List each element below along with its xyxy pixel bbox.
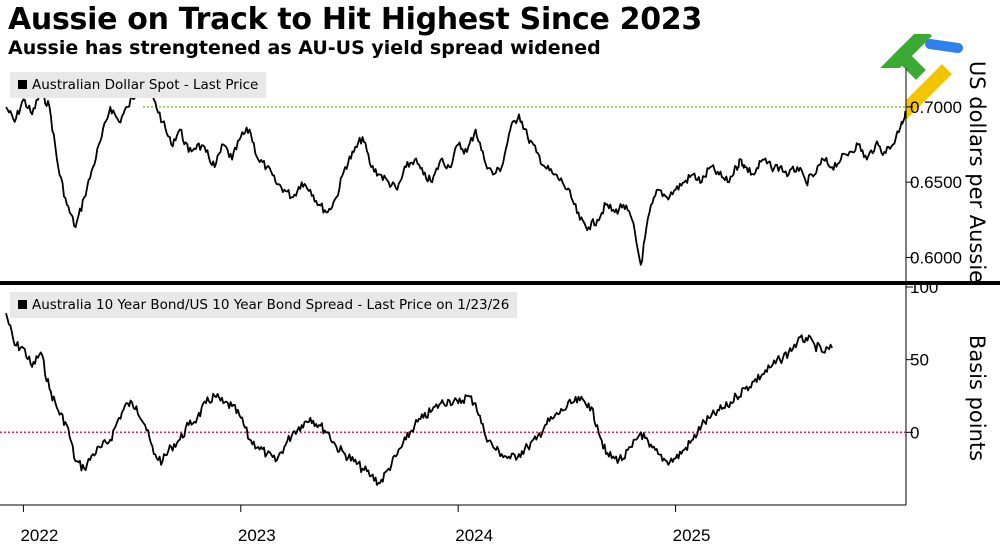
y-axis-label-bottom: Basis points [965, 335, 989, 461]
x-tick-label: 2024 [455, 526, 493, 545]
aud-spot-series-line [5, 83, 907, 266]
y-top-tick-label: 0.6000 [910, 248, 962, 267]
y-top-tick-label: 0.7000 [910, 98, 962, 117]
x-tick-label: 2025 [673, 526, 711, 545]
legend-swatch-bottom [18, 300, 27, 309]
top-panel [0, 68, 906, 282]
legend-top: Australian Dollar Spot - Last Price [10, 72, 267, 98]
y-bottom-tick-label: 50 [910, 351, 929, 370]
chart-title: Aussie on Track to Hit Highest Since 202… [8, 2, 702, 37]
legend-swatch-top [18, 80, 27, 89]
chart-subtitle: Aussie has strengtened as AU-US yield sp… [8, 37, 601, 59]
legend-bottom: Australia 10 Year Bond/US 10 Year Bond S… [10, 292, 518, 318]
legend-label-bottom: Australia 10 Year Bond/US 10 Year Bond S… [32, 297, 510, 313]
x-tick-label: 2022 [20, 526, 58, 545]
y-bottom-tick-label: 0 [910, 423, 919, 442]
legend-label-top: Australian Dollar Spot - Last Price [32, 77, 259, 93]
x-tick-label: 2023 [238, 526, 276, 545]
y-bottom-tick-label: 100 [910, 278, 938, 297]
y-axis-label-top: US dollars per Aussie [965, 61, 989, 283]
y-top-tick-label: 0.6500 [910, 173, 962, 192]
bond-spread-series-line [5, 312, 833, 486]
